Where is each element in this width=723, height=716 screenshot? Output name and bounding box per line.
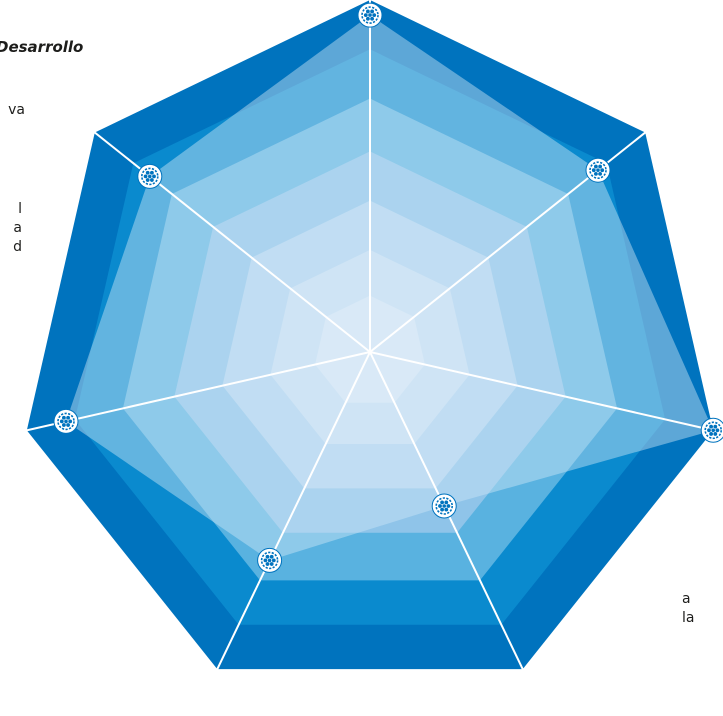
data-point-rosette-dot	[271, 558, 276, 563]
data-point-rosette-dot	[591, 168, 596, 173]
data-point-rosette-icon	[260, 551, 279, 570]
data-point-rosette-dot	[269, 554, 274, 559]
data-point-rosette-center	[711, 428, 715, 433]
radar-spoke-3	[369, 351, 723, 434]
data-point-rosette-dot	[150, 178, 154, 182]
data-point-rosette-dot	[370, 9, 374, 14]
radar-spoke-6	[0, 351, 371, 438]
data-point-rosette-dot	[438, 504, 442, 508]
data-point-rosette-dot	[265, 562, 270, 566]
data-point-rosette-dot	[59, 419, 64, 424]
data-point-3	[700, 417, 723, 443]
data-point-rosette-center	[64, 419, 68, 424]
chart-title-fragment: Desarrollo	[0, 38, 84, 56]
data-point-6	[53, 408, 79, 434]
data-point-7	[137, 163, 163, 189]
data-point-rosette-dot	[594, 164, 598, 169]
left-label-fragment-2-line-2: a	[13, 220, 22, 236]
data-point-rosette-dot	[145, 170, 150, 175]
data-point-rosette-center	[596, 168, 600, 172]
data-point-2	[585, 157, 611, 183]
data-point-rosette-icon	[361, 6, 379, 24]
data-point-rosette-dot	[715, 428, 720, 433]
data-point-rosette-dot	[62, 423, 66, 427]
data-point-rosette-dot	[143, 174, 148, 179]
data-point-rosette-dot	[366, 9, 370, 14]
data-point-rosette-dot	[600, 168, 605, 173]
data-point-1	[357, 2, 383, 28]
radar-spoke-5	[193, 351, 371, 716]
data-point-rosette-icon	[57, 412, 75, 431]
radar-spoke-2	[369, 98, 688, 353]
data-point-rosette-dot	[444, 500, 449, 505]
data-point-rosette-dot	[709, 424, 713, 429]
data-point-rosette-center	[148, 174, 152, 179]
data-point-rosette-dot	[440, 500, 444, 505]
data-point-rosette-dot	[444, 507, 449, 512]
data-point-rosette-dot	[594, 171, 598, 176]
data-point-rosette-center	[442, 504, 446, 508]
data-point-rosette-dot	[66, 415, 70, 420]
data-point-rosette-dot	[68, 419, 73, 424]
left-label-fragment-1: va	[8, 102, 25, 118]
data-point-rosette-dot	[707, 428, 711, 433]
data-point-5	[257, 547, 283, 573]
data-point-rosette-dot	[598, 164, 602, 169]
radar-value-area	[66, 15, 714, 561]
radar-spoke-4	[369, 351, 547, 716]
radar-spoke-7	[52, 98, 371, 353]
data-point-rosette-icon	[435, 497, 454, 515]
data-point-rosette-dot	[709, 432, 713, 436]
data-point-rosette-dot	[446, 504, 451, 508]
left-label-fragment-2: l a d	[0, 200, 22, 257]
data-point-rosette-dot	[62, 415, 66, 420]
data-point-rosette-center	[267, 558, 272, 563]
radar-data-markers	[53, 2, 723, 573]
data-point-rosette-center	[368, 13, 372, 17]
data-point-rosette-dot	[366, 16, 370, 21]
data-point-rosette-dot	[713, 432, 718, 436]
data-point-rosette-dot	[263, 558, 268, 563]
data-point-rosette-dot	[370, 16, 374, 21]
data-point-rosette-dot	[66, 423, 70, 427]
data-point-rosette-dot	[145, 178, 150, 182]
data-point-rosette-dot	[363, 13, 368, 17]
data-point-rosette-dot	[440, 507, 444, 512]
right-label-fragment-line-2: la	[682, 610, 695, 626]
data-point-rosette-icon	[704, 421, 723, 440]
data-point-rosette-dot	[150, 170, 154, 175]
left-label-fragment-2-line-1: l	[18, 201, 22, 217]
data-point-rosette-dot	[713, 424, 718, 429]
data-point-rosette-dot	[152, 174, 156, 179]
right-label-fragment: a la	[682, 590, 723, 628]
data-point-rosette-icon	[141, 167, 159, 186]
right-label-fragment-line-1: a	[682, 591, 691, 607]
data-point-4	[431, 493, 457, 519]
data-point-rosette-dot	[265, 554, 270, 559]
data-point-rosette-dot	[269, 562, 274, 566]
data-point-rosette-dot	[372, 13, 377, 17]
data-point-rosette-icon	[589, 161, 607, 179]
left-label-fragment-2-line-3: d	[13, 239, 22, 255]
data-point-rosette-dot	[598, 171, 602, 176]
